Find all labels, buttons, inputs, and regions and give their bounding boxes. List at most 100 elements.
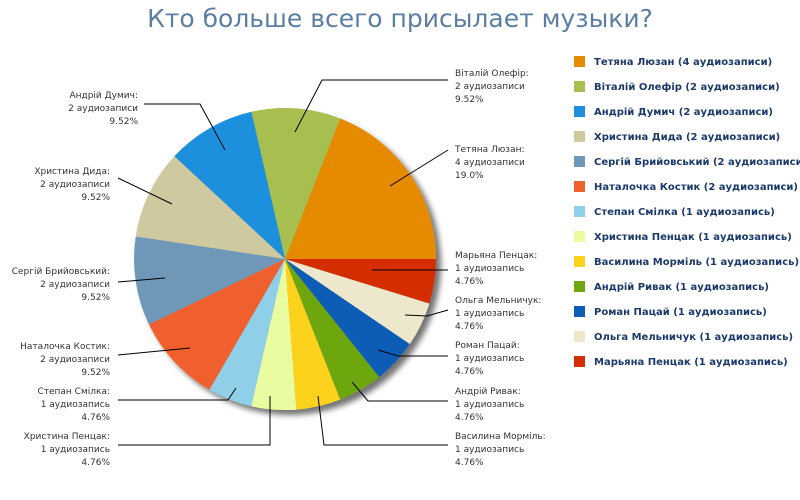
callout-name: Роман Пацай: — [455, 341, 520, 351]
callout-name: Андрій Ривак: — [455, 387, 521, 397]
callout-leader-line — [294, 79, 448, 133]
legend-label: Андрій Ривак (1 аудиозапись) — [594, 282, 769, 293]
callout-label: Степан Смілка: 1 аудиозапись 4.76% — [37, 387, 110, 423]
legend-swatch — [574, 231, 585, 242]
callout-name: Ольга Мельничук: — [455, 296, 541, 306]
callout-leaders — [117, 79, 449, 446]
callout-label: Наталочка Костик: 2 аудиозаписи 9.52% — [20, 342, 110, 378]
callout-leader-line — [351, 381, 448, 402]
callout-name: Андрій Думич: — [69, 91, 138, 101]
callout-count: 1 аудиозапись — [455, 445, 524, 455]
pie-slice — [285, 259, 430, 345]
pie-slice — [174, 111, 285, 259]
callout-name: Христина Дида: — [34, 167, 110, 177]
callout-count: 2 аудиозаписи — [40, 355, 110, 365]
callout-count: 2 аудиозаписи — [40, 180, 110, 190]
callout-leader-line — [117, 347, 191, 356]
callout-percent: 9.52% — [81, 293, 110, 303]
callout-label: Василина Морміль: 1 аудиозапись 4.76% — [455, 432, 546, 468]
callout-leader-line — [389, 149, 449, 187]
legend-swatch — [574, 156, 585, 167]
legend-swatch — [574, 131, 585, 142]
legend-swatch — [574, 206, 585, 217]
callout-count: 1 аудиозапись — [41, 400, 110, 410]
pie-slice — [251, 259, 297, 411]
legend-swatch — [574, 81, 585, 92]
callout-name: Степан Смілка: — [37, 387, 110, 397]
callout-percent: 4.76% — [455, 458, 484, 468]
callout-leader-line — [404, 309, 449, 317]
callout-percent: 4.76% — [455, 322, 484, 332]
callout-leader-line — [118, 396, 271, 446]
callout-count: 1 аудиозапись — [41, 445, 110, 455]
legend-label: Наталочка Костик (2 аудиозаписи) — [594, 182, 798, 193]
callout-percent: 19.0% — [455, 171, 484, 181]
callout-percent: 9.52% — [81, 368, 110, 378]
callout-labels: Тетяна Люзан: 4 аудиозаписи 19.0% Віталій О… — [12, 69, 546, 468]
callout-label: Христина Дида: 2 аудиозаписи 9.52% — [34, 167, 110, 203]
callout-count: 1 аудиозапись — [455, 354, 524, 364]
callout-count: 2 аудиозаписи — [455, 82, 525, 92]
callout-count: 4 аудиозаписи — [455, 158, 525, 168]
callout-name: Сергій Брийовський: — [12, 267, 110, 277]
legend-label: Сергій Брийовський (2 аудиозаписи) — [594, 157, 800, 168]
legend-label: Степан Смілка (1 аудиозапись) — [594, 207, 775, 218]
callout-name: Василина Морміль: — [455, 432, 546, 442]
legend-label: Ольга Мельничук (1 аудиозапись) — [594, 332, 793, 343]
callout-label: Роман Пацай: 1 аудиозапись 4.76% — [455, 341, 524, 377]
pie-slice — [135, 156, 285, 259]
callout-percent: 4.76% — [81, 458, 110, 468]
callout-percent: 9.52% — [81, 193, 110, 203]
legend-label: Роман Пацай (1 аудиозапись) — [594, 307, 767, 318]
legend-label: Василина Морміль (1 аудиозапись) — [594, 257, 799, 268]
legend-label: Марьяна Пенцак (1 аудиозапись) — [594, 357, 788, 368]
callout-leader-line — [144, 103, 226, 151]
callout-percent: 9.52% — [455, 95, 484, 105]
callout-count: 1 аудиозапись — [455, 400, 524, 410]
callout-label: Ольга Мельничук: 1 аудиозапись 4.76% — [455, 296, 541, 332]
callout-name: Марьяна Пенцак: — [455, 251, 537, 261]
callout-name: Христина Пенцак: — [24, 432, 110, 442]
callout-leader-line — [117, 177, 173, 205]
pie-slice — [134, 236, 285, 325]
callout-count: 2 аудиозаписи — [68, 104, 138, 114]
callout-label: Андрій Думич: 2 аудиозаписи 9.52% — [68, 91, 138, 127]
callout-leader-line — [117, 277, 166, 283]
pie-slice — [209, 259, 285, 407]
legend-swatch — [574, 256, 585, 267]
callout-label: Віталій Олефір: 2 аудиозаписи 9.52% — [455, 69, 529, 105]
legend-swatch — [574, 306, 585, 317]
callout-name: Наталочка Костик: — [20, 342, 110, 352]
legend-swatch — [574, 106, 585, 117]
pie-slice — [285, 259, 410, 378]
callout-count: 1 аудиозапись — [455, 264, 524, 274]
callout-percent: 4.76% — [455, 413, 484, 423]
pie — [134, 108, 436, 411]
legend: Тетяна Люзан (4 аудиозаписи) Віталій Олеф… — [574, 56, 800, 368]
callout-percent: 9.52% — [109, 117, 138, 127]
callout-percent: 4.76% — [81, 413, 110, 423]
legend-label: Віталій Олефір (2 аудиозаписи) — [594, 81, 780, 93]
callout-label: Сергій Брийовський: 2 аудиозаписи 9.52% — [12, 267, 111, 303]
legend-label: Христина Пенцак (1 аудиозапись) — [594, 232, 792, 243]
callout-label: Марьяна Пенцак: 1 аудиозапись 4.76% — [455, 251, 537, 287]
callout-name: Тетяна Люзан: — [454, 145, 525, 155]
legend-label: Андрій Думич (2 аудиозаписи) — [594, 107, 773, 118]
chart-title: Кто больше всего присылает музыки? — [147, 4, 653, 33]
pie-slice — [148, 259, 285, 390]
callout-count: 1 аудиозапись — [455, 309, 524, 319]
callout-label: Христина Пенцак: 1 аудиозапись 4.76% — [24, 432, 111, 468]
legend-swatch — [574, 331, 585, 342]
callout-name: Віталій Олефір: — [455, 69, 529, 79]
callout-label: Андрій Ривак: 1 аудиозапись 4.76% — [455, 387, 524, 423]
legend-label: Христина Дида (2 аудиозаписи) — [594, 132, 780, 143]
legend-swatch — [574, 281, 585, 292]
pie-slice — [251, 108, 341, 260]
legend-swatch — [574, 356, 585, 367]
pie-slice — [285, 259, 380, 400]
callout-leader-line — [317, 395, 448, 446]
pie-slice — [285, 259, 341, 410]
callout-leader-line — [377, 349, 448, 357]
callout-label: Тетяна Люзан: 4 аудиозаписи 19.0% — [454, 145, 525, 181]
